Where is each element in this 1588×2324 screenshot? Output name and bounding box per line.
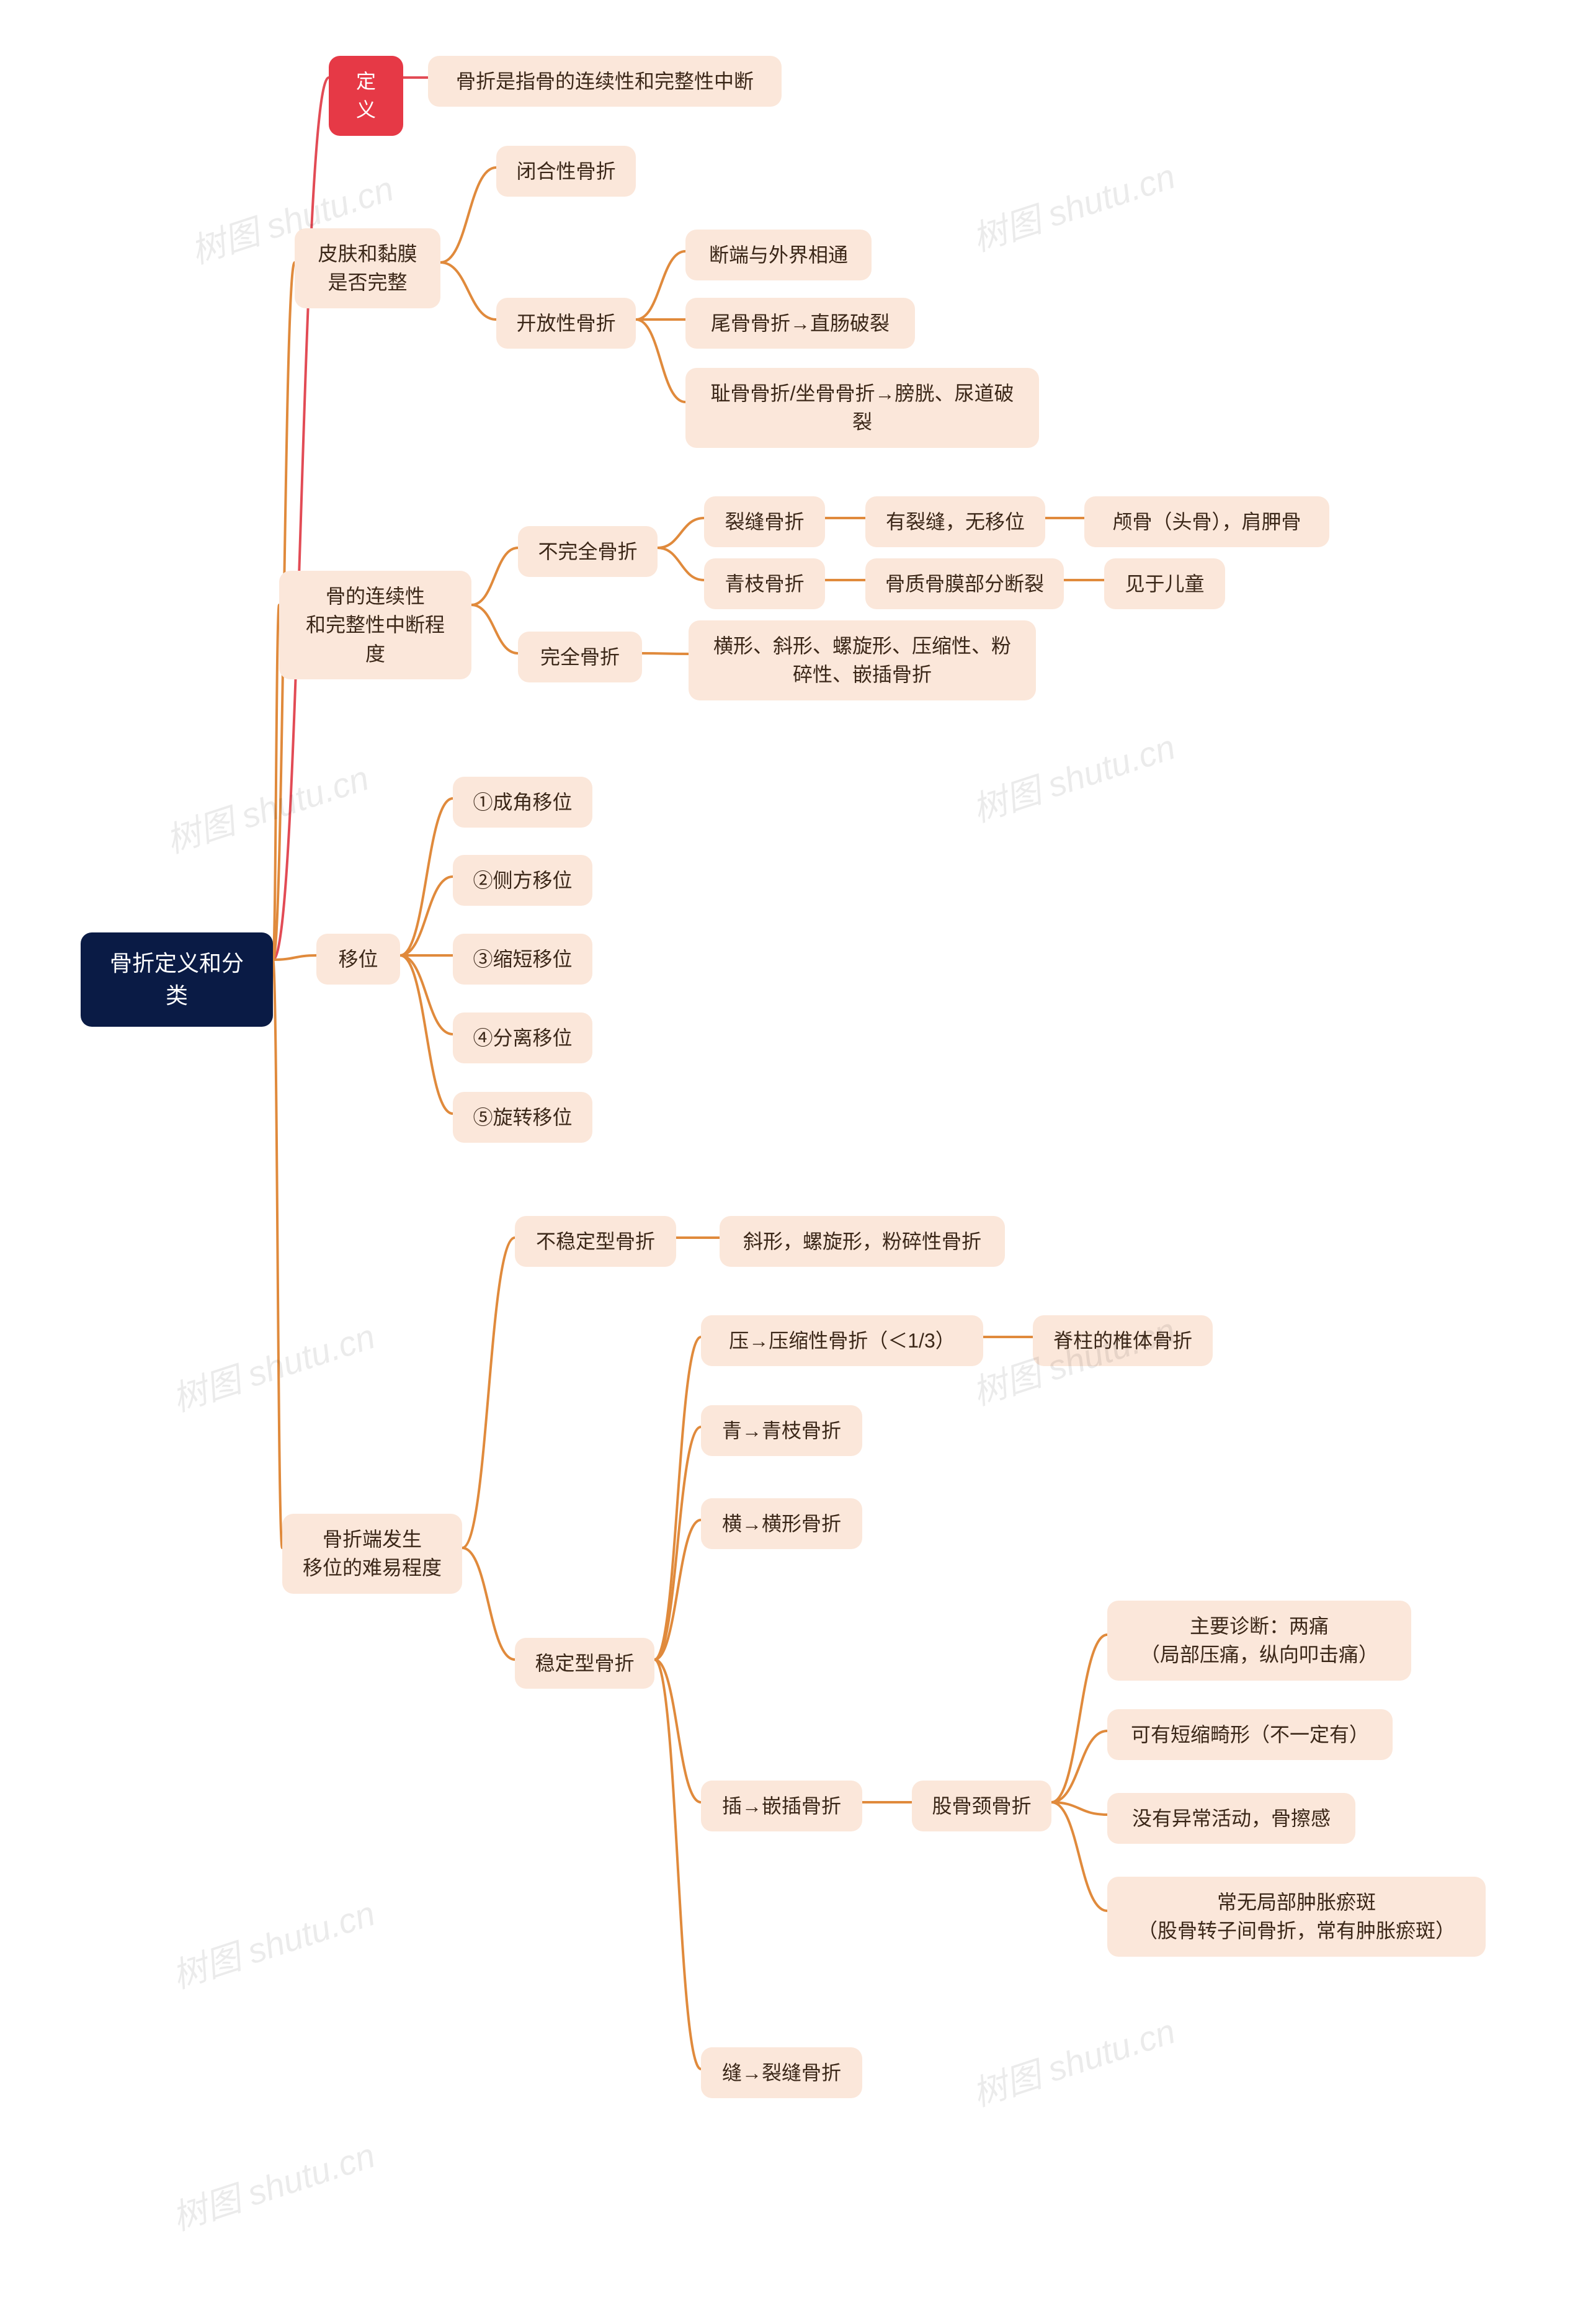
node-d3: ③缩短移位 <box>453 934 592 985</box>
node-diff: 骨折端发生 移位的难易程度 <box>282 1514 462 1594</box>
node-unstable: 不稳定型骨折 <box>515 1216 676 1267</box>
node-f2: 可有短缩畸形（不一定有） <box>1107 1709 1393 1760</box>
watermark: 树图 shutu.cn <box>165 1886 381 1999</box>
watermark: 树图 shutu.cn <box>965 149 1181 262</box>
node-s_trans: 横→横形骨折 <box>701 1498 862 1549</box>
node-def: 定义 <box>329 56 403 136</box>
node-crack: 裂缝骨折 <box>704 496 825 547</box>
node-green_e: 见于儿童 <box>1104 558 1225 609</box>
node-green_d: 骨质骨膜部分断裂 <box>865 558 1064 609</box>
node-f4: 常无局部肿胀瘀斑 （股骨转子间骨折，常有肿胀瘀斑） <box>1107 1877 1486 1957</box>
node-d2: ②侧方移位 <box>453 855 592 906</box>
node-open2: 尾骨骨折→直肠破裂 <box>685 298 915 349</box>
node-open3: 耻骨骨折/坐骨骨折→膀胱、尿道破 裂 <box>685 368 1039 448</box>
node-d5: ⑤旋转移位 <box>453 1092 592 1143</box>
node-complete_d: 横形、斜形、螺旋形、压缩性、粉 碎性、嵌插骨折 <box>689 620 1036 700</box>
node-open1: 断端与外界相通 <box>685 230 872 280</box>
node-disp: 移位 <box>316 934 400 985</box>
node-skin: 皮肤和黏膜 是否完整 <box>295 228 440 308</box>
node-crack_e: 颅骨（头骨），肩胛骨 <box>1084 496 1329 547</box>
node-stable: 稳定型骨折 <box>515 1638 654 1689</box>
node-cont: 骨的连续性 和完整性中断程度 <box>279 571 471 679</box>
node-complete: 完全骨折 <box>518 632 642 682</box>
node-d4: ④分离移位 <box>453 1012 592 1063</box>
node-s_crack: 缝→裂缝骨折 <box>701 2047 862 2098</box>
node-root: 骨折定义和分类 <box>81 932 273 1027</box>
node-closed: 闭合性骨折 <box>496 146 636 197</box>
node-f1: 主要诊断：两痛 （局部压痛，纵向叩击痛） <box>1107 1601 1411 1681</box>
node-crack_d: 有裂缝，无移位 <box>865 496 1045 547</box>
watermark: 树图 shutu.cn <box>159 751 375 864</box>
node-s_comp: 压→压缩性骨折（＜1/3） <box>701 1315 983 1366</box>
node-incomplete: 不完全骨折 <box>518 526 658 577</box>
node-green: 青枝骨折 <box>704 558 825 609</box>
node-f3: 没有异常活动，骨擦感 <box>1107 1793 1355 1844</box>
node-s_femur: 股骨颈骨折 <box>912 1781 1051 1831</box>
watermark: 树图 shutu.cn <box>165 1309 381 1422</box>
node-s_impact: 插→嵌插骨折 <box>701 1781 862 1831</box>
node-s_green: 青→青枝骨折 <box>701 1405 862 1456</box>
node-d1: ①成角移位 <box>453 777 592 828</box>
node-open: 开放性骨折 <box>496 298 636 349</box>
node-unstable_d: 斜形，螺旋形，粉碎性骨折 <box>720 1216 1005 1267</box>
watermark: 树图 shutu.cn <box>165 2128 381 2241</box>
watermark: 树图 shutu.cn <box>965 2004 1181 2117</box>
watermark: 树图 shutu.cn <box>965 720 1181 833</box>
node-def_text: 骨折是指骨的连续性和完整性中断 <box>428 56 782 107</box>
